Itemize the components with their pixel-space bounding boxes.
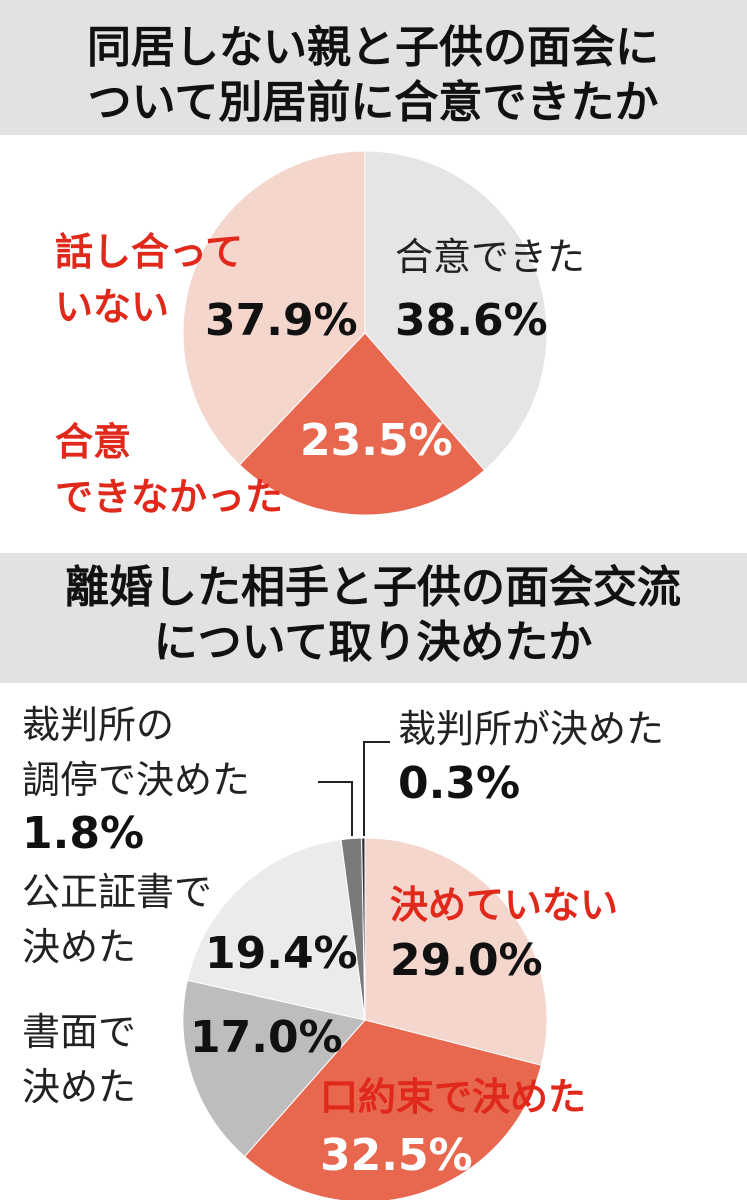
value-label: 37.9% xyxy=(205,295,358,346)
leader-line xyxy=(318,781,353,836)
slice-label: 裁判所が決めた xyxy=(398,707,664,751)
title-band xyxy=(0,0,747,135)
pie-slice xyxy=(182,150,366,466)
value-label: 29.0% xyxy=(390,935,543,986)
slice-label: 合意できた xyxy=(395,235,585,279)
pie-slice xyxy=(186,839,366,1021)
pie-slice xyxy=(364,837,548,1066)
slice-label: 話し合っていない xyxy=(55,230,243,329)
slice-label: 合意できなかった xyxy=(55,420,283,519)
leader-line xyxy=(363,741,390,836)
value-label: 23.5% xyxy=(300,415,453,466)
slice-label: 決めていない xyxy=(390,883,618,927)
value-label: 1.8% xyxy=(22,808,144,859)
value-label: 38.6% xyxy=(395,295,548,346)
pie-slice xyxy=(238,332,486,516)
pie-slice xyxy=(364,150,548,471)
value-label: 32.5% xyxy=(320,1130,473,1181)
value-label: 0.3% xyxy=(398,758,520,809)
chart-title: 離婚した相手と子供の面会交流について取り決めたか xyxy=(65,562,681,668)
slice-label: 裁判所の調停で決めた xyxy=(22,703,250,802)
slice-label: 書面で決めた xyxy=(22,1010,136,1109)
chart-title: 同居しない親と子供の面会について別居前に合意できたか xyxy=(87,22,659,128)
title-band xyxy=(0,553,747,683)
pie-slice xyxy=(361,837,366,1021)
slice-label: 口約束で決めた xyxy=(320,1075,586,1119)
pie-slice xyxy=(243,1019,542,1200)
slice-label: 公正証書で決めた xyxy=(22,870,212,969)
value-label: 19.4% xyxy=(205,928,358,979)
value-label: 17.0% xyxy=(190,1012,343,1063)
pie-slice xyxy=(182,979,366,1158)
